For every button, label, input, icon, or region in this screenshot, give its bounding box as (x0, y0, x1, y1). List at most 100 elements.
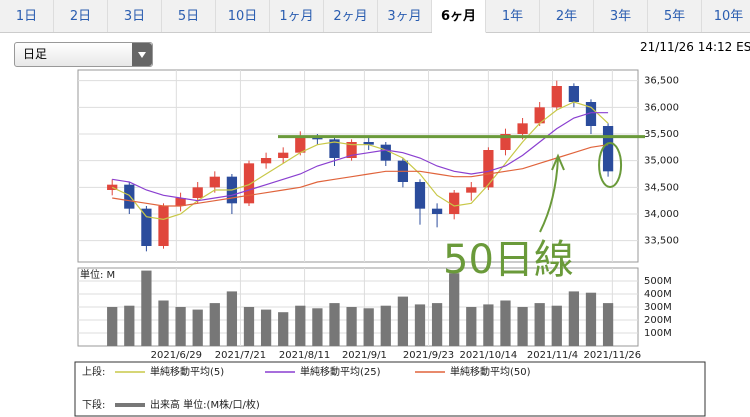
candle-body (141, 208, 152, 246)
period-tab[interactable]: 5年 (648, 0, 702, 32)
moving-average-line (111, 101, 609, 220)
x-tick-label: 2021/11/4 (527, 350, 578, 361)
volume-bar (449, 273, 460, 346)
period-tab[interactable]: 5日 (162, 0, 216, 32)
volume-bar (295, 305, 306, 346)
period-tab[interactable]: 2日 (54, 0, 108, 32)
candle-body (209, 176, 220, 188)
y-tick-label: 34,500 (644, 182, 679, 193)
moving-average-line (112, 144, 609, 207)
legend-label: 下段: (82, 398, 105, 411)
volume-bar (158, 300, 169, 346)
legend-box (74, 361, 706, 417)
x-tick-label: 2021/9/1 (342, 350, 387, 361)
volume-bar (363, 308, 374, 346)
volume-bar (192, 309, 203, 346)
volume-tick-label: 200M (644, 315, 672, 326)
volume-bar (483, 304, 494, 346)
period-tab[interactable]: 1ヶ月 (270, 0, 324, 32)
candle-body (483, 150, 494, 188)
candle-body (431, 208, 443, 214)
volume-bar (602, 303, 614, 346)
volume-bar (534, 303, 545, 346)
y-tick-label: 36,000 (644, 102, 679, 113)
period-tab[interactable]: 2ヶ月 (324, 0, 378, 32)
candle-body (517, 123, 528, 134)
volume-bar (585, 292, 597, 346)
volume-tick-label: 500M (644, 276, 672, 287)
volume-bar (500, 300, 511, 346)
legend-entry: 単純移動平均(5) (150, 365, 224, 378)
period-tab[interactable]: 1年 (486, 0, 540, 32)
y-tick-label: 34,000 (644, 209, 679, 220)
legend-entry: 単純移動平均(25) (300, 365, 381, 378)
volume-tick-label: 300M (644, 302, 672, 313)
volume-bar (466, 307, 477, 346)
legend-entry: 単純移動平均(50) (450, 365, 531, 378)
volume-tick-label: 400M (644, 289, 672, 300)
candle-body (175, 198, 186, 206)
period-tab[interactable]: 10年 (702, 0, 750, 32)
period-tab[interactable]: 2年 (540, 0, 594, 32)
legend-entry: 出来高 単位:(M株/口/枚) (150, 398, 260, 411)
candle-body (534, 107, 545, 124)
x-tick-label: 2021/10/14 (460, 350, 518, 361)
volume-bar (551, 305, 562, 346)
volume-bar (260, 309, 272, 346)
volume-bar (346, 307, 357, 346)
interval-dropdown[interactable]: 日足 (14, 42, 153, 67)
candle-body (585, 102, 597, 126)
dropdown-arrow (132, 43, 152, 66)
candle-body (380, 144, 391, 161)
period-tab[interactable]: 3日 (108, 0, 162, 32)
x-tick-label: 2021/9/23 (403, 350, 454, 361)
volume-bar (397, 296, 409, 346)
x-tick-label: 2021/7/21 (215, 350, 266, 361)
period-tabs: 1日 2日 3日 5日 10日 1ヶ月 2ヶ月 3ヶ月 6ヶ月 1年 2年 3年 5年 10年 (0, 0, 750, 33)
annotation-text: 50日線 (443, 237, 574, 283)
y-tick-label: 35,000 (644, 156, 679, 167)
volume-bar (124, 305, 135, 346)
volume-bar (329, 303, 340, 346)
candle-body (278, 152, 289, 158)
candle-body (449, 192, 460, 214)
candle-body (260, 158, 272, 164)
timestamp: 21/11/26 14:12 ES (640, 40, 750, 54)
y-tick-label: 35,500 (644, 129, 679, 140)
volume-bar (278, 312, 289, 346)
volume-bar (107, 307, 118, 346)
annotation-arrow (539, 153, 565, 233)
candle-body (329, 139, 340, 158)
candle-body (466, 187, 477, 193)
annotation-ellipse (598, 142, 623, 188)
candle-body (124, 184, 135, 209)
volume-bar (431, 303, 443, 346)
volume-bar (226, 291, 238, 346)
y-tick-label: 36,500 (644, 76, 679, 87)
candle-body (295, 136, 306, 153)
volume-tick-label: 100M (644, 328, 672, 339)
x-tick-label: 2021/6/29 (151, 350, 202, 361)
candle-body (243, 163, 255, 204)
period-tab[interactable]: 6ヶ月 (432, 0, 486, 33)
candle-body (551, 86, 562, 108)
legend-label: 上段: (82, 365, 105, 378)
candle-body (414, 182, 426, 209)
volume-bar (175, 307, 186, 346)
y-tick-label: 33,500 (644, 236, 679, 247)
volume-bar (312, 308, 323, 346)
dropdown-text: 日足 (23, 47, 48, 61)
volume-bar (141, 270, 152, 346)
period-tab[interactable]: 3ヶ月 (378, 0, 432, 32)
period-tab[interactable]: 10日 (216, 0, 270, 32)
x-tick-label: 2021/8/11 (279, 350, 330, 361)
candle-body (346, 142, 357, 158)
candle-body (158, 206, 169, 246)
volume-bar (380, 305, 391, 346)
volume-bar (414, 304, 426, 346)
period-tab[interactable]: 3年 (594, 0, 648, 32)
volume-unit-label: 単位: M (80, 268, 115, 281)
period-tab[interactable]: 1日 (0, 0, 54, 32)
